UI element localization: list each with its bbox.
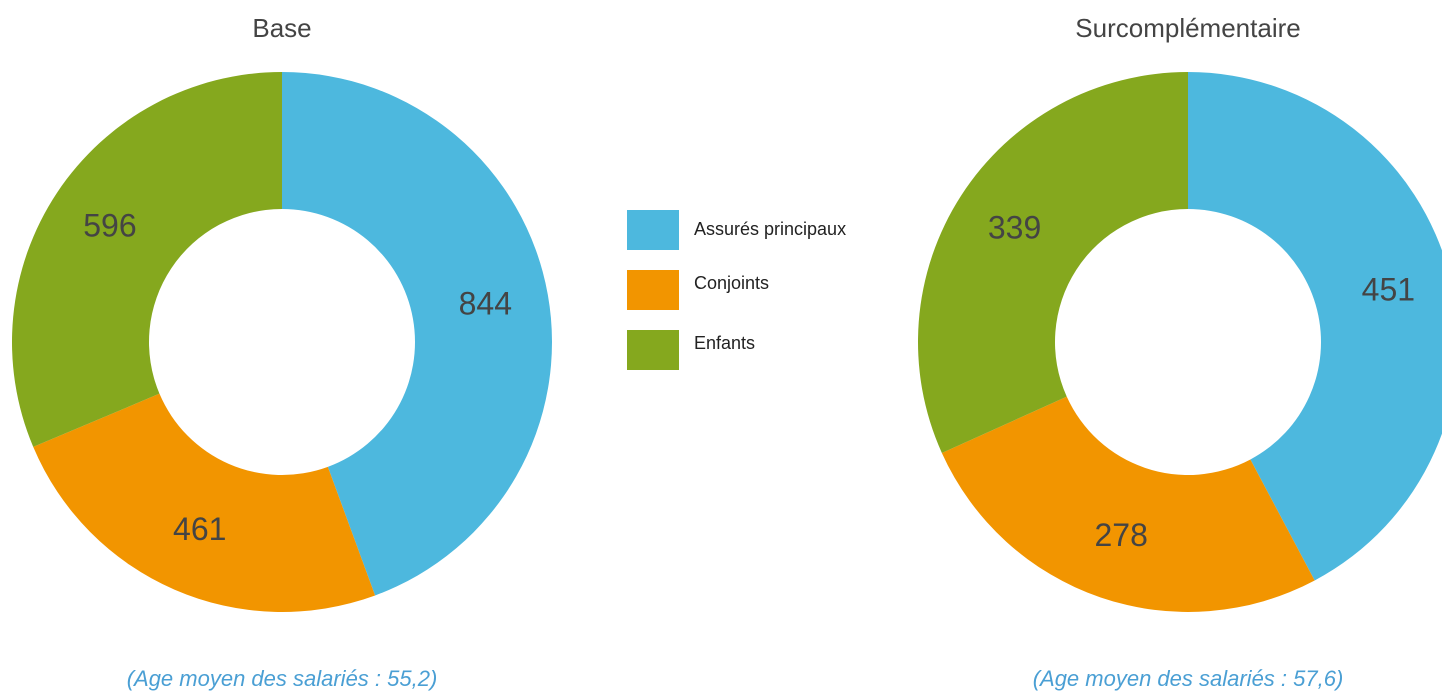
caption: (Age moyen des salariés : 57,6) [1033,666,1344,691]
legend-swatch [627,330,679,370]
donut-slice [1188,72,1442,581]
donut-slice [33,393,376,612]
caption: (Age moyen des salariés : 55,2) [127,666,438,691]
chart-title: Base [252,13,311,43]
data-label: 278 [1094,517,1147,553]
data-label: 844 [459,285,512,321]
data-label: 596 [83,207,136,243]
legend-label: Assurés principaux [694,219,846,239]
chart-title: Surcomplémentaire [1075,13,1300,43]
donut-slice [11,72,282,447]
legend-swatch [627,270,679,310]
donut-slice [941,396,1315,613]
data-label: 461 [173,511,226,547]
legend-label: Conjoints [694,273,769,293]
donut-slice [918,72,1188,453]
legend-label: Enfants [694,333,755,353]
donut-slice [282,72,552,596]
data-label: 451 [1362,272,1415,308]
legend-swatch [627,210,679,250]
data-label: 339 [988,209,1041,245]
